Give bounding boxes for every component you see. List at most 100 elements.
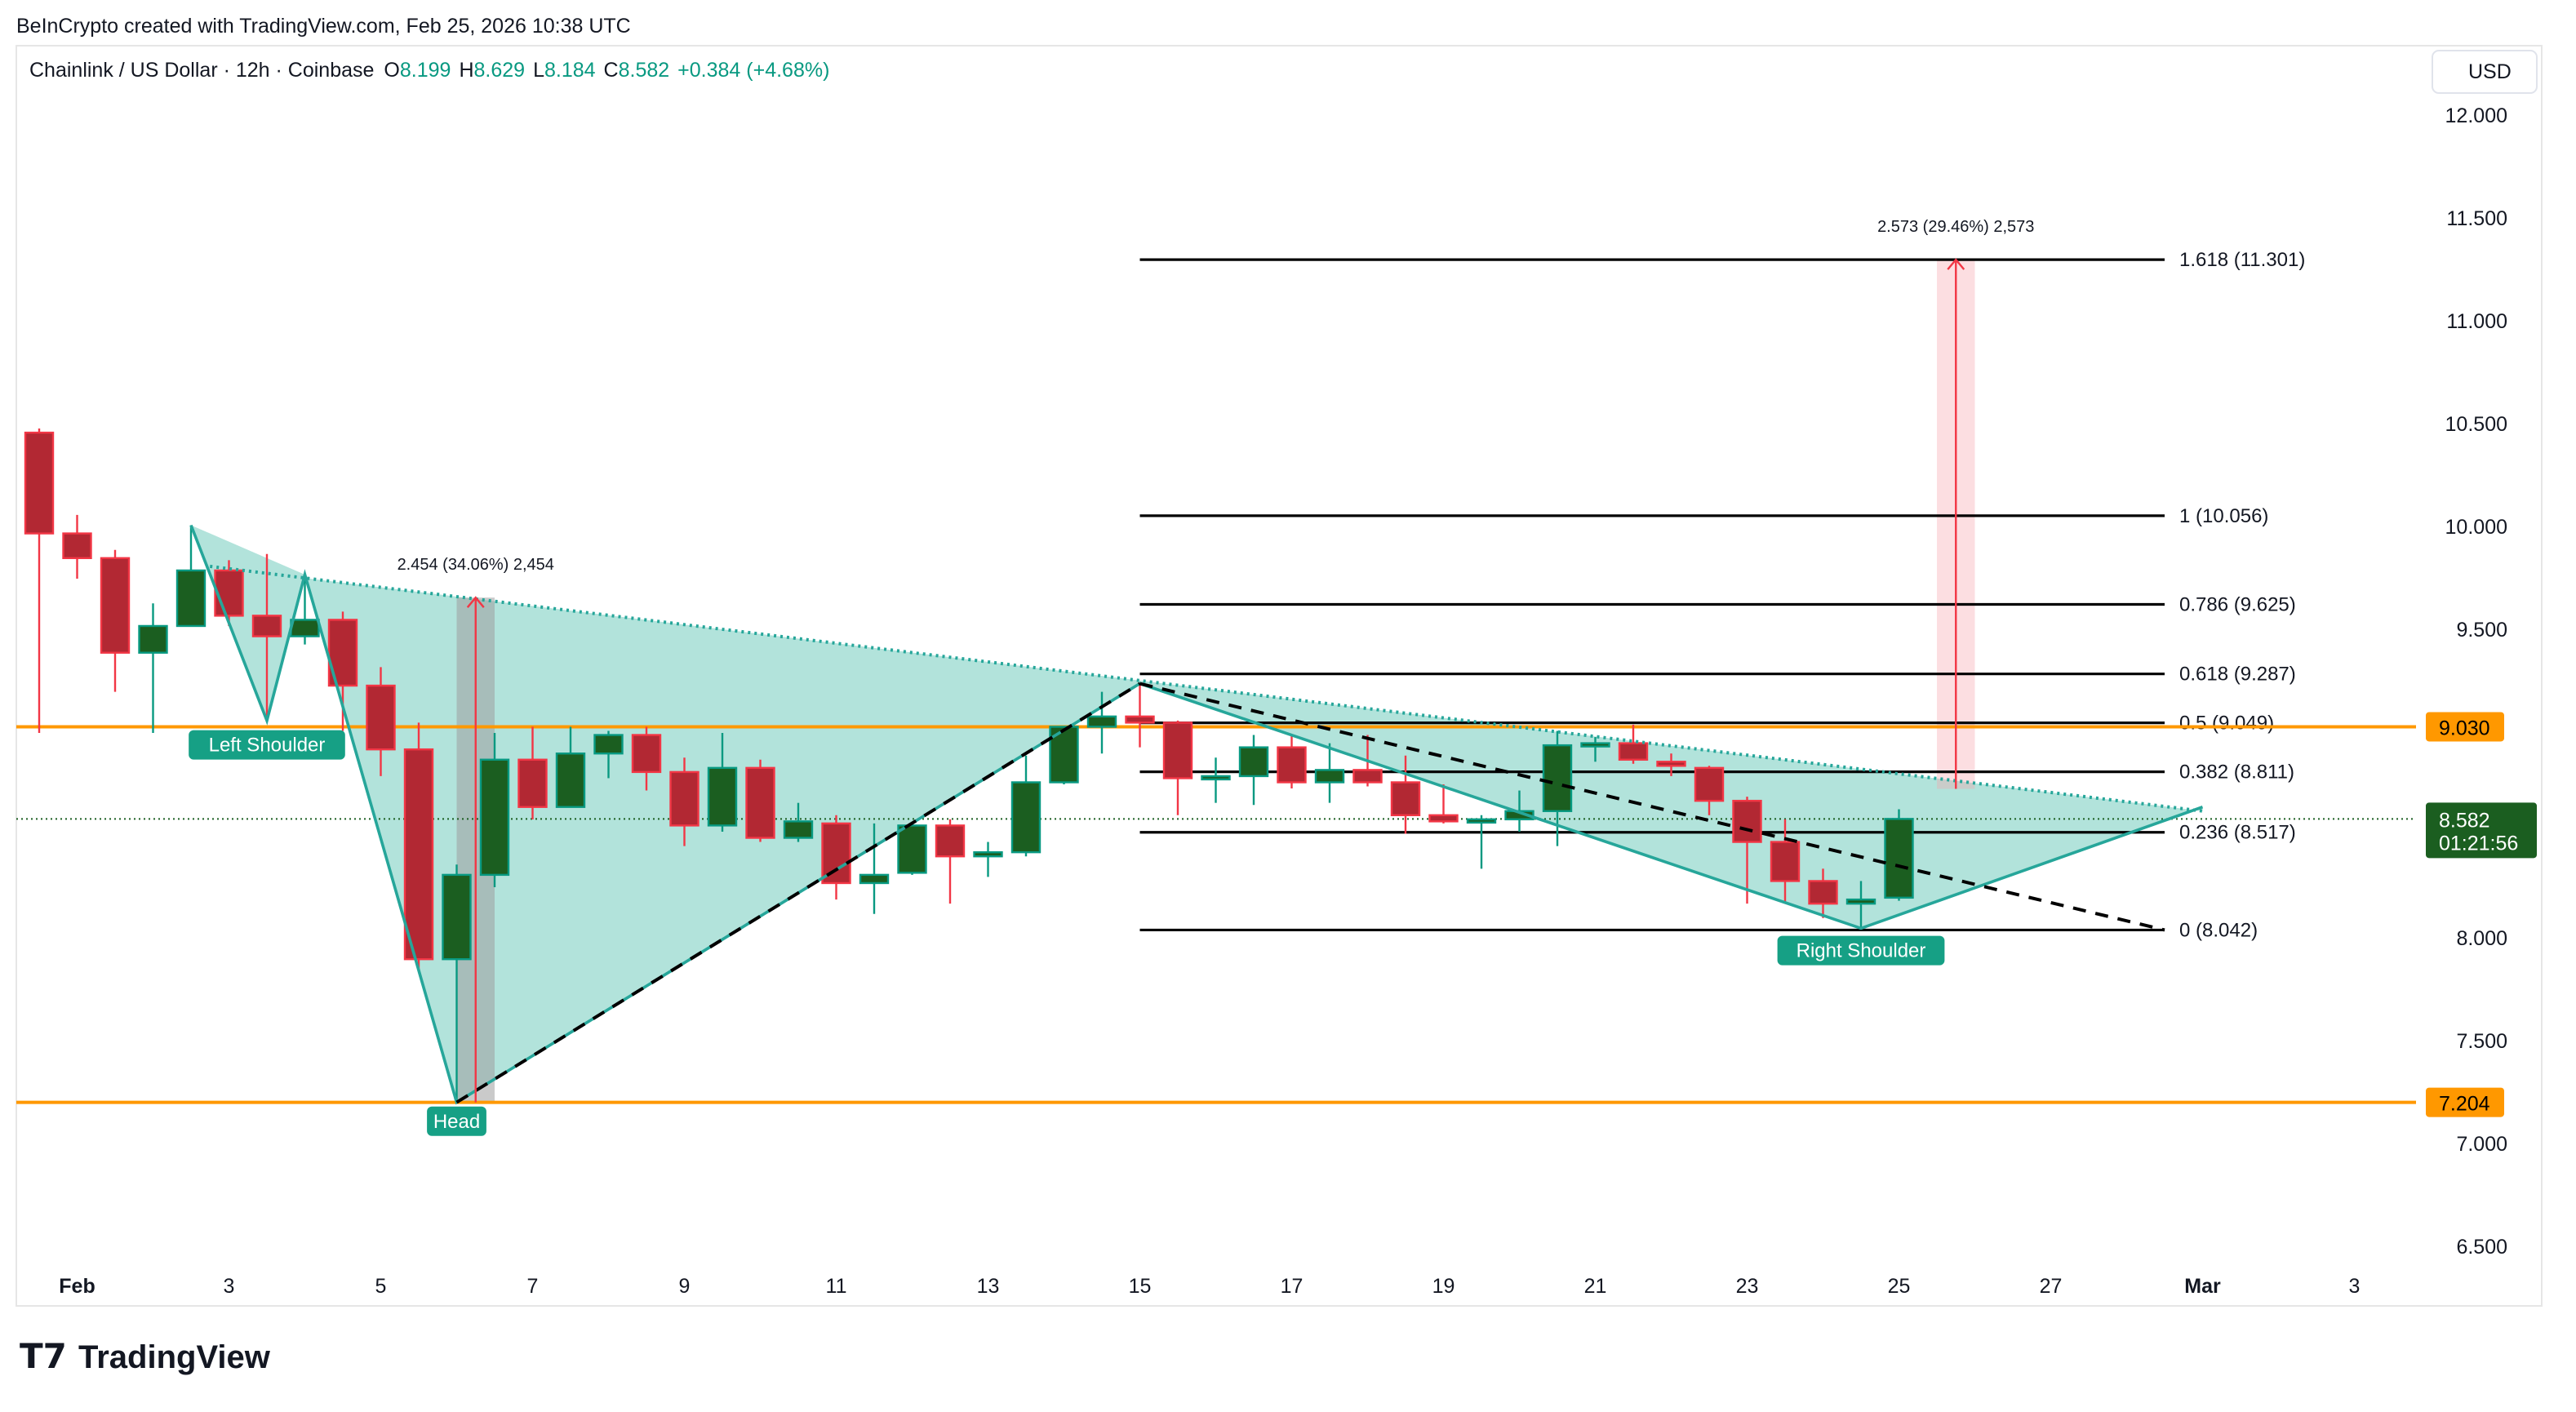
- open-label: O: [384, 59, 399, 82]
- candle-body: [100, 557, 131, 654]
- candle-body: [24, 431, 55, 535]
- y-tick-label: 9.500: [2456, 619, 2507, 642]
- candle-body: [1428, 814, 1459, 823]
- trend-dashed-line: [455, 682, 1141, 1104]
- candle-body: [859, 873, 890, 885]
- candle-body: [442, 873, 472, 961]
- low-label: L: [533, 59, 544, 82]
- fib-label: 1 (10.056): [2179, 505, 2268, 527]
- x-tick-label: 7: [527, 1275, 539, 1298]
- open-value: 8.199: [400, 59, 451, 82]
- x-tick-label: 15: [1129, 1275, 1152, 1298]
- candle: [517, 726, 548, 819]
- y-tick-label: 11.000: [2446, 310, 2507, 333]
- candle-body: [290, 619, 320, 637]
- candle-body: [1162, 722, 1193, 779]
- candle: [745, 759, 775, 842]
- candle: [631, 726, 662, 791]
- arrow-head-icon: [466, 596, 485, 608]
- x-tick-label: Mar: [2184, 1275, 2221, 1298]
- pattern-label-text: Right Shoulder: [1797, 940, 1926, 962]
- candle-body: [1314, 769, 1345, 784]
- fib-label: 0.236 (8.517): [2179, 822, 2296, 844]
- candle: [973, 841, 1003, 877]
- close-label: C: [604, 59, 619, 82]
- candle-body: [517, 758, 548, 808]
- currency-label: USD: [2468, 60, 2512, 83]
- price-tag-label: 9.030: [2439, 717, 2490, 739]
- candle: [479, 733, 510, 887]
- x-tick-label: 3: [2349, 1275, 2361, 1298]
- neckline-dotted: [210, 564, 2203, 813]
- pattern-label: Right Shoulder: [1777, 935, 1945, 966]
- candle: [783, 802, 814, 842]
- candle: [100, 549, 131, 692]
- candle: [1466, 815, 1497, 869]
- x-tick-label: 13: [977, 1275, 1000, 1298]
- tradingview-logo: 𝗧𝟳 TradingView: [20, 1337, 271, 1375]
- close-value: 8.582: [619, 59, 670, 82]
- x-tick-label: 21: [1584, 1275, 1607, 1298]
- candle: [214, 560, 244, 626]
- candle-body: [1277, 746, 1307, 784]
- svg-text:Chainlink / US Dollar · 12h ·: Chainlink / US Dollar · 12h · Coinbase O8…: [29, 59, 829, 82]
- candle-body: [138, 624, 168, 654]
- low-value: 8.184: [544, 59, 596, 82]
- candle: [935, 819, 966, 904]
- candle-body: [745, 766, 775, 839]
- x-tick-label: 23: [1736, 1275, 1759, 1298]
- x-tick-label: 11: [826, 1275, 847, 1298]
- candle-body: [631, 734, 662, 774]
- price-tag: [2426, 712, 2504, 742]
- candle-body: [1010, 781, 1042, 854]
- candle: [593, 730, 624, 779]
- currency-button[interactable]: USD: [2432, 50, 2538, 94]
- x-tick-label: 9: [679, 1275, 691, 1298]
- fib-label: 0.618 (9.287): [2179, 664, 2296, 686]
- candle-body: [1845, 898, 1876, 905]
- candle-body: [783, 820, 814, 839]
- price-tag: [2426, 1087, 2504, 1117]
- x-tick-label: 27: [2040, 1275, 2063, 1298]
- candle: [859, 823, 890, 914]
- fib-label: 0 (8.042): [2179, 919, 2258, 941]
- candle: [175, 525, 207, 628]
- symbol-name: Chainlink / US Dollar · 12h · Coinbase: [29, 59, 374, 82]
- fib-label: 0.382 (8.811): [2179, 762, 2294, 784]
- measure-label: 2.454 (34.06%) 2,454: [398, 556, 554, 574]
- x-tick-label: 3: [224, 1275, 235, 1298]
- candle-body: [669, 770, 700, 827]
- high-value: 8.629: [474, 59, 526, 82]
- candle: [1314, 743, 1345, 803]
- candle-body: [1390, 781, 1421, 816]
- candle: [1845, 881, 1876, 929]
- y-tick-label: 7.000: [2456, 1133, 2507, 1156]
- y-tick-label: 12.000: [2445, 104, 2507, 127]
- change-value: +0.384 (+4.68%): [677, 59, 829, 82]
- y-tick-label: 7.500: [2456, 1030, 2507, 1053]
- credit-text: BeInCrypto created with TradingView.com,…: [16, 15, 631, 38]
- y-tick-label: 6.500: [2456, 1236, 2507, 1259]
- candle: [442, 864, 472, 1103]
- candle: [1618, 724, 1649, 764]
- candle: [1428, 784, 1459, 824]
- candle-body: [935, 824, 966, 858]
- candle: [366, 667, 396, 776]
- candle-body: [707, 766, 738, 827]
- candle-body: [1732, 799, 1762, 843]
- x-tick-label: Feb: [59, 1275, 95, 1298]
- candle-body: [1086, 715, 1117, 728]
- pattern-label-text: Head: [433, 1111, 480, 1133]
- high-label: H: [459, 59, 473, 82]
- arrow-head-icon: [1947, 258, 1965, 270]
- legend-bar: Chainlink / US Dollar · 12h · Coinbase O8…: [29, 59, 829, 82]
- candle-body: [897, 824, 927, 874]
- y-tick-label: 10.500: [2445, 413, 2507, 436]
- candle-body: [1466, 818, 1497, 824]
- pattern-label-text: Left Shoulder: [209, 735, 326, 757]
- y-tick-label: 10.000: [2445, 516, 2507, 539]
- candle: [1580, 737, 1610, 762]
- candle: [1277, 735, 1307, 789]
- candle-body: [175, 569, 207, 628]
